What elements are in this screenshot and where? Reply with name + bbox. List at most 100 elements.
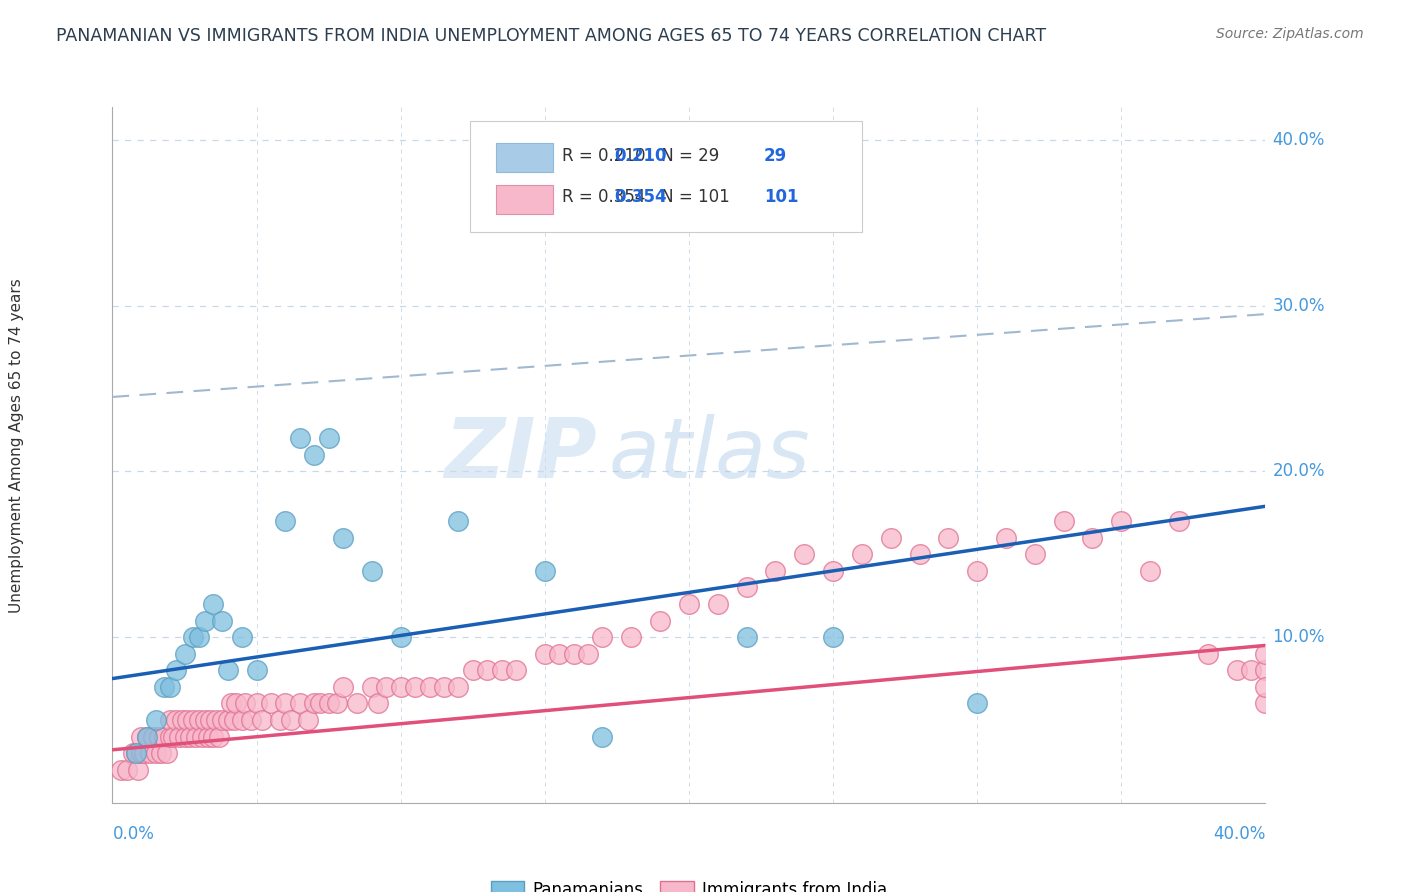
Point: [533, 564, 555, 578]
Text: 20.0%: 20.0%: [1272, 462, 1324, 481]
Point: [269, 713, 291, 727]
Point: [202, 597, 225, 611]
Point: [124, 746, 146, 760]
Point: [188, 630, 211, 644]
Point: [995, 531, 1018, 545]
Point: [197, 730, 219, 744]
Point: [367, 697, 389, 711]
Point: [404, 680, 426, 694]
Point: [231, 713, 253, 727]
Point: [173, 730, 195, 744]
Point: [1052, 514, 1074, 528]
Point: [1024, 547, 1046, 561]
Point: [491, 663, 513, 677]
Text: 0.354: 0.354: [614, 188, 666, 206]
Point: [145, 713, 167, 727]
Point: [200, 713, 222, 727]
Point: [433, 680, 456, 694]
FancyBboxPatch shape: [496, 144, 553, 172]
Point: [167, 730, 190, 744]
Point: [821, 564, 844, 578]
Point: [245, 697, 267, 711]
Point: [360, 564, 382, 578]
Point: [217, 663, 239, 677]
Point: [274, 514, 297, 528]
Text: 0.0%: 0.0%: [112, 825, 155, 843]
Point: [205, 713, 228, 727]
Point: [318, 697, 340, 711]
Point: [288, 697, 311, 711]
FancyBboxPatch shape: [496, 185, 553, 214]
Point: [211, 614, 233, 628]
Point: [153, 680, 176, 694]
Point: [179, 730, 201, 744]
Point: [304, 448, 326, 462]
Point: [375, 680, 398, 694]
Point: [548, 647, 571, 661]
Point: [576, 647, 599, 661]
Point: [159, 713, 181, 727]
Text: PANAMANIAN VS IMMIGRANTS FROM INDIA UNEMPLOYMENT AMONG AGES 65 TO 74 YEARS CORRE: PANAMANIAN VS IMMIGRANTS FROM INDIA UNEM…: [56, 27, 1046, 45]
Text: 10.0%: 10.0%: [1272, 628, 1324, 646]
Point: [129, 730, 153, 744]
Point: [389, 680, 412, 694]
Point: [562, 647, 585, 661]
Point: [136, 730, 159, 744]
Point: [202, 730, 225, 744]
Point: [231, 630, 253, 644]
Point: [346, 697, 368, 711]
Point: [173, 647, 195, 661]
Point: [181, 713, 204, 727]
Point: [191, 730, 214, 744]
Point: [219, 697, 242, 711]
Point: [1111, 514, 1133, 528]
Point: [170, 713, 193, 727]
Point: [880, 531, 903, 545]
Point: [1197, 647, 1219, 661]
Point: [115, 763, 138, 777]
Point: [194, 614, 217, 628]
Point: [389, 630, 412, 644]
Text: 0.210: 0.210: [614, 147, 666, 165]
Point: [505, 663, 527, 677]
Point: [908, 547, 931, 561]
Point: [1254, 680, 1277, 694]
Point: [127, 763, 149, 777]
Point: [419, 680, 441, 694]
Point: [735, 581, 758, 595]
Point: [188, 713, 211, 727]
Point: [145, 746, 167, 760]
Point: [851, 547, 873, 561]
Point: [148, 730, 170, 744]
Point: [447, 514, 470, 528]
Text: Unemployment Among Ages 65 to 74 years: Unemployment Among Ages 65 to 74 years: [10, 278, 24, 614]
Point: [332, 680, 354, 694]
Point: [162, 730, 184, 744]
Point: [194, 713, 217, 727]
Text: R = 0.210   N = 29: R = 0.210 N = 29: [562, 147, 720, 165]
Point: [1081, 531, 1104, 545]
Point: [159, 730, 181, 744]
Point: [280, 713, 302, 727]
Point: [592, 730, 614, 744]
Text: ZIP: ZIP: [444, 415, 596, 495]
Text: atlas: atlas: [609, 415, 810, 495]
Text: 101: 101: [763, 188, 799, 206]
Point: [1139, 564, 1161, 578]
Point: [176, 713, 198, 727]
Point: [252, 713, 274, 727]
Point: [129, 746, 153, 760]
Point: [620, 630, 643, 644]
Point: [211, 713, 233, 727]
Point: [326, 697, 349, 711]
Point: [318, 431, 340, 445]
Point: [260, 697, 283, 711]
Point: [297, 713, 319, 727]
Point: [121, 746, 143, 760]
Point: [447, 680, 470, 694]
Point: [150, 746, 173, 760]
Point: [304, 697, 326, 711]
Point: [309, 697, 332, 711]
Point: [165, 663, 187, 677]
Point: [475, 663, 498, 677]
